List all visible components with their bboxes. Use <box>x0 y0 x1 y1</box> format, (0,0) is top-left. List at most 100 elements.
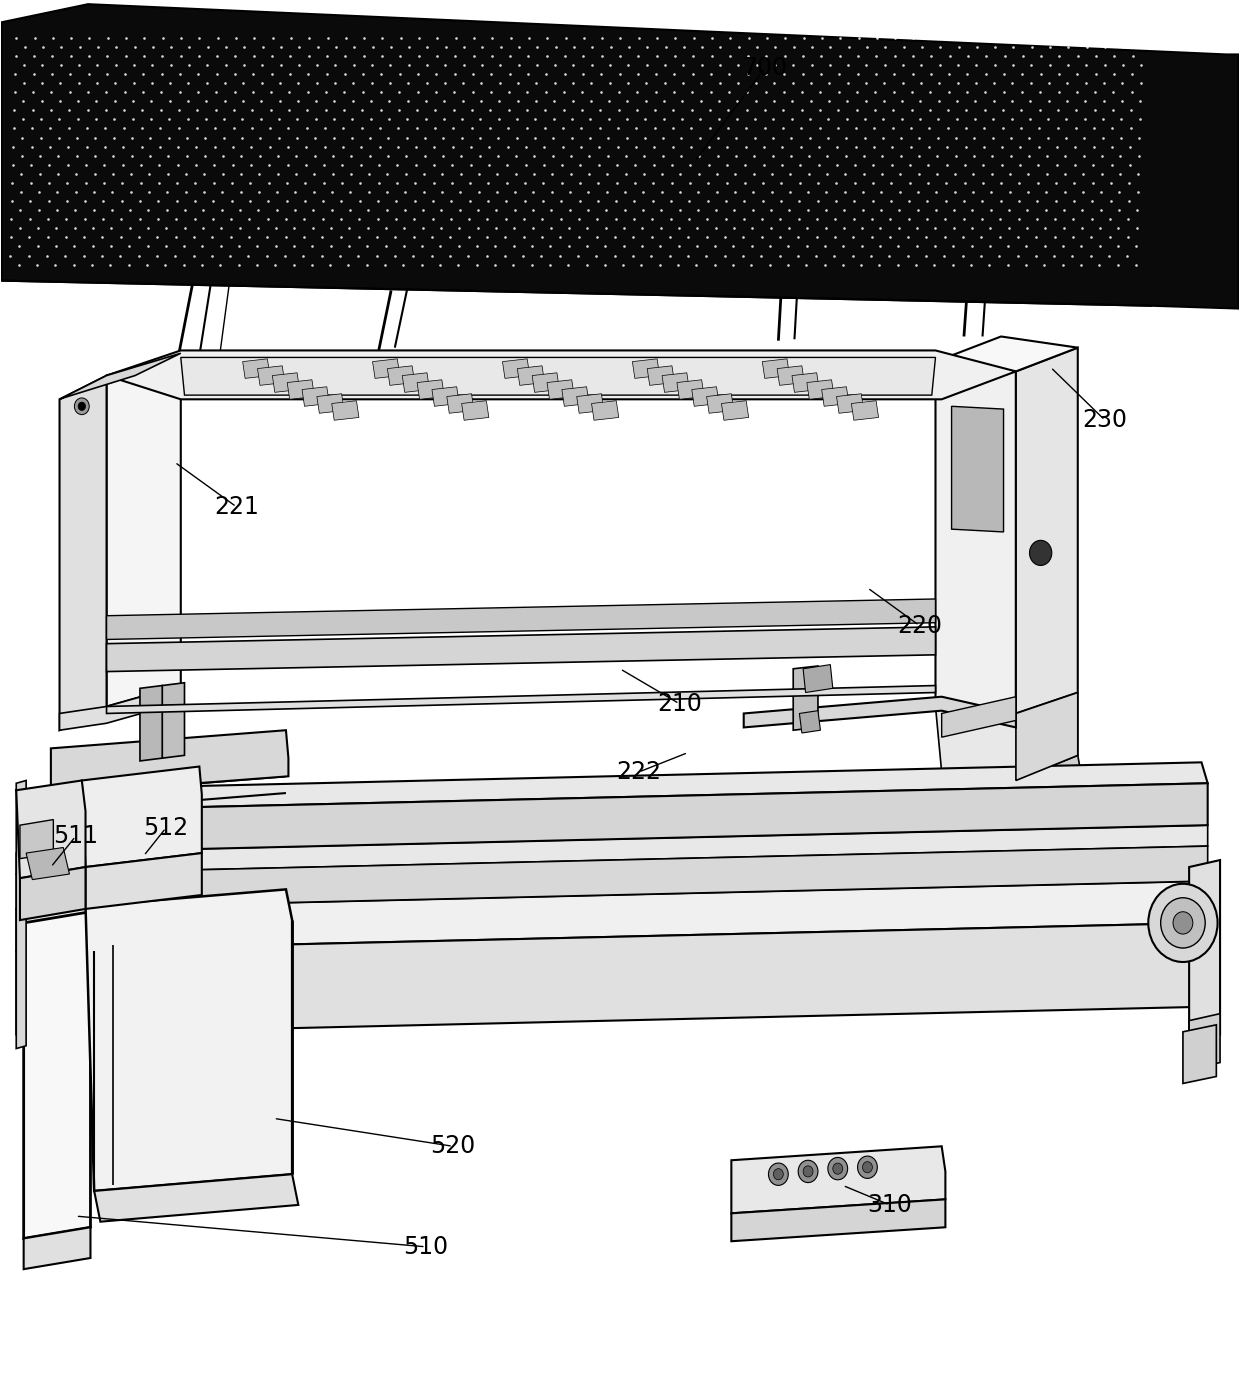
Point <box>836 126 856 148</box>
Point <box>645 118 665 140</box>
Point <box>532 208 552 231</box>
Polygon shape <box>107 353 181 706</box>
Point <box>469 180 489 203</box>
Point <box>717 154 737 176</box>
Point <box>1035 217 1055 239</box>
Point <box>367 227 387 249</box>
Point <box>489 108 508 130</box>
Point <box>963 144 983 166</box>
Point <box>4 118 24 140</box>
Point <box>47 217 67 239</box>
Point <box>74 227 94 249</box>
Point <box>836 162 856 185</box>
Point <box>1101 172 1121 194</box>
Point <box>263 27 283 49</box>
Point <box>267 217 286 239</box>
Point <box>150 154 170 176</box>
Polygon shape <box>303 386 330 406</box>
Point <box>97 81 117 104</box>
Point <box>1086 63 1106 85</box>
Point <box>423 190 443 213</box>
Point <box>248 217 268 239</box>
Point <box>489 126 508 148</box>
Point <box>76 172 95 194</box>
Point <box>870 217 890 239</box>
Point <box>41 99 61 122</box>
Point <box>5 99 25 122</box>
Point <box>479 154 498 176</box>
Point <box>645 99 665 122</box>
Point <box>781 144 801 166</box>
Point <box>1019 144 1039 166</box>
Point <box>149 190 169 213</box>
Point <box>314 190 334 213</box>
Point <box>661 208 681 231</box>
Point <box>432 217 451 239</box>
Circle shape <box>1148 884 1218 963</box>
Point <box>797 199 817 221</box>
Point <box>792 81 812 104</box>
Point <box>760 235 780 257</box>
Point <box>176 144 196 166</box>
Point <box>160 71 180 94</box>
Point <box>751 245 771 267</box>
Point <box>515 208 534 231</box>
Point <box>1 227 21 249</box>
Point <box>322 180 342 203</box>
Point <box>477 208 497 231</box>
Point <box>782 108 802 130</box>
Point <box>975 99 994 122</box>
Point <box>88 35 108 57</box>
Point <box>343 90 363 112</box>
Point <box>990 227 1009 249</box>
Point <box>782 90 802 112</box>
Point <box>644 172 663 194</box>
Point <box>42 45 62 67</box>
Point <box>1054 180 1074 203</box>
Point <box>405 154 425 176</box>
Point <box>579 144 599 166</box>
Point <box>1053 235 1073 257</box>
Point <box>582 71 601 94</box>
Point <box>782 71 802 94</box>
Point <box>83 199 103 221</box>
Point <box>708 126 728 148</box>
Point <box>207 45 227 67</box>
Point <box>295 190 315 213</box>
Point <box>1086 45 1106 67</box>
Point <box>470 126 490 148</box>
Point <box>755 81 775 104</box>
Point <box>1068 63 1087 85</box>
Point <box>655 90 675 112</box>
Point <box>399 35 419 57</box>
Point <box>64 217 84 239</box>
Text: 700: 700 <box>743 56 787 80</box>
Point <box>470 144 490 166</box>
Point <box>542 180 562 203</box>
Point <box>188 63 208 85</box>
Point <box>833 217 853 239</box>
Point <box>377 162 397 185</box>
Polygon shape <box>517 365 544 385</box>
Point <box>481 81 501 104</box>
Point <box>1065 154 1085 176</box>
Point <box>1063 227 1083 249</box>
Point <box>754 154 774 176</box>
Point <box>370 154 389 176</box>
Point <box>376 217 396 239</box>
Point <box>972 208 992 231</box>
Point <box>379 71 399 94</box>
Point <box>1037 144 1056 166</box>
Point <box>1058 53 1078 76</box>
Point <box>920 81 940 104</box>
Point <box>170 63 190 85</box>
Point <box>808 154 828 176</box>
Point <box>1037 180 1056 203</box>
Point <box>272 35 291 57</box>
Point <box>285 180 305 203</box>
Point <box>800 144 820 166</box>
Point <box>449 235 469 257</box>
Point <box>737 118 756 140</box>
Point <box>427 63 446 85</box>
Point <box>280 63 300 85</box>
